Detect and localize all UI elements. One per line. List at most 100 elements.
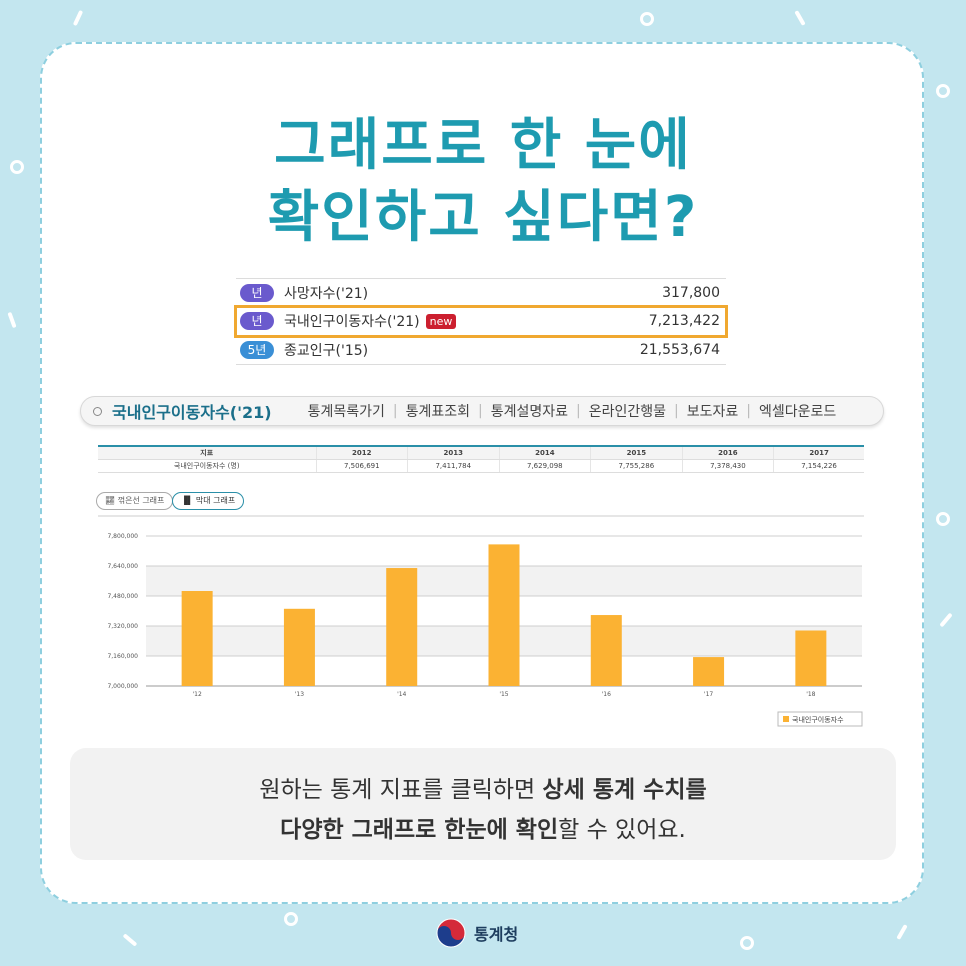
bar bbox=[386, 568, 418, 686]
table-header: 2013 bbox=[407, 446, 500, 460]
x-tick-label: '13 bbox=[295, 691, 304, 698]
bar bbox=[283, 608, 315, 686]
dash-decoration bbox=[7, 311, 17, 329]
bar bbox=[488, 544, 520, 686]
ring-decoration bbox=[284, 912, 298, 926]
indicator-value: 7,213,422 bbox=[648, 313, 720, 329]
tab-separator: | bbox=[477, 403, 483, 419]
line-chart-icon: 📈︎ bbox=[105, 496, 116, 505]
dash-decoration bbox=[939, 612, 953, 628]
y-tick-label: 7,000,000 bbox=[107, 683, 138, 690]
y-tick-label: 7,160,000 bbox=[107, 653, 138, 660]
table-row: 국내인구이동자수 (명) 7,506,691 7,411,784 7,629,0… bbox=[98, 459, 864, 473]
period-badge: 년 bbox=[240, 283, 274, 302]
tab-excel-download[interactable]: 엑셀다운로드 bbox=[758, 404, 837, 420]
line-graph-label: 꺾은선 그래프 bbox=[117, 496, 165, 505]
tab-stat-list[interactable]: 통계목록가기 bbox=[307, 404, 385, 420]
note-text: 원하는 통계 지표를 클릭하면 bbox=[259, 777, 543, 803]
ring-decoration bbox=[10, 160, 24, 174]
table-cell: 7,629,098 bbox=[498, 459, 591, 473]
dash-decoration bbox=[896, 924, 908, 940]
note-text: 할 수 있어요. bbox=[558, 817, 686, 843]
table-header: 2014 bbox=[498, 446, 591, 460]
bar bbox=[795, 630, 827, 686]
table-cell: 7,506,691 bbox=[315, 459, 408, 473]
circle-icon bbox=[93, 406, 102, 416]
tab-separator: | bbox=[392, 403, 398, 419]
tab-separator: | bbox=[575, 403, 581, 419]
table-header: 2015 bbox=[590, 446, 683, 460]
indicator-list: 년 사망자수('21) 317,800 년 국내인구이동자수('21) new … bbox=[234, 278, 728, 365]
tab-online-publication[interactable]: 온라인간행물 bbox=[588, 404, 666, 420]
indicator-value: 317,800 bbox=[662, 284, 720, 301]
taegeuk-logo-icon bbox=[436, 918, 466, 948]
y-tick-label: 7,320,000 bbox=[107, 623, 138, 630]
table-header: 2017 bbox=[773, 446, 864, 460]
table-cell: 국내인구이동자수 (명) bbox=[98, 459, 316, 473]
legend-box bbox=[777, 711, 863, 727]
line-graph-button[interactable]: 📈︎ 꺾은선 그래프 bbox=[96, 492, 174, 510]
note-bold-text: 상세 통계 수치를 bbox=[542, 777, 707, 803]
legend-swatch bbox=[783, 716, 789, 722]
table-header: 2016 bbox=[681, 446, 774, 460]
tab-stat-table[interactable]: 통계표조회 bbox=[405, 404, 470, 420]
bar-chart-icon: ▐▌ bbox=[181, 496, 194, 505]
tab-separator: | bbox=[673, 403, 679, 419]
period-badge: 년 bbox=[240, 312, 274, 330]
ring-decoration bbox=[936, 512, 950, 526]
dash-decoration bbox=[794, 10, 806, 26]
x-tick-label: '18 bbox=[806, 691, 815, 698]
bar-graph-button[interactable]: ▐▌ 막대 그래프 bbox=[172, 492, 245, 510]
table-cell: 7,755,286 bbox=[590, 459, 683, 473]
statistics-korea-logo: 통계청 bbox=[436, 918, 518, 948]
data-table: 지표 2012 2013 2014 2015 2016 2017 국내인구이동자… bbox=[98, 445, 864, 473]
bar bbox=[693, 657, 725, 686]
ring-decoration bbox=[640, 12, 654, 26]
indicator-name[interactable]: 국내인구이동자수('21) bbox=[284, 314, 420, 330]
table-header: 지표 bbox=[98, 446, 316, 460]
headline-line1: 그래프로 한 눈에 bbox=[274, 113, 692, 178]
indicator-value: 21,553,674 bbox=[639, 342, 720, 358]
tab-separator: | bbox=[746, 403, 751, 419]
bar bbox=[590, 615, 622, 686]
table-header-row: 지표 2012 2013 2014 2015 2016 2017 bbox=[98, 446, 864, 460]
x-tick-label: '12 bbox=[192, 691, 201, 698]
indicator-tab-bar: 국내인구이동자수('21) 통계목록가기 | 통계표조회 | 통계설명자료 | … bbox=[80, 396, 884, 426]
y-tick-label: 7,800,000 bbox=[107, 533, 138, 540]
note-line1: 원하는 통계 지표를 클릭하면 상세 통계 수치를 bbox=[70, 770, 896, 804]
indicator-name[interactable]: 종교인구('15) bbox=[284, 343, 369, 359]
tab-bar-title: 국내인구이동자수('21) bbox=[112, 403, 272, 422]
bar-graph-label: 막대 그래프 bbox=[195, 496, 236, 505]
indicator-name[interactable]: 사망자수('21) bbox=[284, 285, 369, 302]
table-cell: 7,411,784 bbox=[407, 459, 500, 473]
ring-decoration bbox=[936, 84, 950, 98]
bar-chart: 7,000,000 7,160,000 7,320,000 7,480,000 7,64… bbox=[98, 514, 864, 734]
table-header: 2012 bbox=[315, 446, 408, 460]
headline-line2: 확인하고 싶다면? bbox=[267, 185, 699, 250]
legend-label: 국내인구이동자수 bbox=[792, 715, 844, 724]
indicator-row-religion[interactable]: 5년 종교인구('15) 21,553,674 bbox=[236, 336, 726, 365]
new-badge: new bbox=[425, 313, 457, 329]
x-tick-label: '16 bbox=[602, 691, 611, 698]
table-cell: 7,378,430 bbox=[681, 459, 774, 473]
indicator-row-migration[interactable]: 년 국내인구이동자수('21) new 7,213,422 bbox=[234, 305, 728, 338]
indicator-row-deaths[interactable]: 년 사망자수('21) 317,800 bbox=[236, 278, 726, 307]
period-badge: 5년 bbox=[240, 341, 274, 359]
tab-stat-description[interactable]: 통계설명자료 bbox=[490, 404, 568, 420]
instruction-note: 원하는 통계 지표를 클릭하면 상세 통계 수치를 다양한 그래프로 한눈에 확… bbox=[70, 748, 896, 860]
bar-chart-svg: 7,000,000 7,160,000 7,320,000 7,480,000 7,64… bbox=[98, 515, 864, 727]
y-tick-label: 7,480,000 bbox=[107, 593, 138, 600]
ring-decoration bbox=[740, 936, 754, 950]
tab-press-release[interactable]: 보도자료 bbox=[686, 404, 739, 420]
table-cell: 7,154,226 bbox=[773, 459, 864, 473]
y-tick-label: 7,640,000 bbox=[107, 563, 138, 570]
x-tick-label: '17 bbox=[704, 691, 713, 698]
bar bbox=[181, 590, 213, 686]
dash-decoration bbox=[72, 9, 84, 27]
dash-decoration bbox=[122, 933, 138, 947]
x-tick-label: '14 bbox=[397, 691, 406, 698]
note-bold-text: 다양한 그래프로 한눈에 확인 bbox=[280, 817, 559, 843]
x-tick-label: '15 bbox=[499, 691, 508, 698]
logo-text: 통계청 bbox=[474, 925, 519, 944]
note-line2: 다양한 그래프로 한눈에 확인할 수 있어요. bbox=[70, 810, 896, 844]
